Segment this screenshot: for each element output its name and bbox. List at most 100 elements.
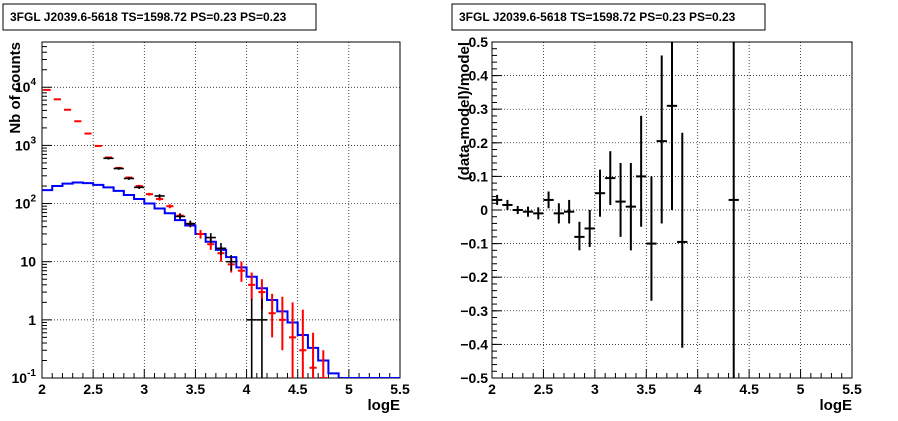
x-tick-label: 5.5 [842,381,862,397]
x-axis-label: logE [368,397,401,414]
plot-area [492,42,739,378]
x-tick-label: 4.5 [739,381,759,397]
residual-point [502,199,513,210]
residual-point [543,191,554,209]
plot-frame [41,41,401,379]
y-tick-label: 103 [15,135,37,153]
y-tick-label: −0.4 [460,336,488,352]
y-tick-label: 0.5 [469,34,489,50]
residual-point [564,199,575,224]
chart-title: 3FGL J2039.6-5618 TS=1598.72 PS=0.23 PS=… [10,10,287,24]
y-tick-label: 10 [20,254,36,270]
model-point-red [166,204,174,209]
y-tick-exponent: 4 [30,77,36,88]
model-point-red [289,302,297,378]
data-point-black [256,298,268,378]
data-point-black [174,213,186,220]
residual-point [636,115,647,227]
residual-point [533,207,544,220]
residual-point [656,55,667,224]
x-tick-label: 3 [591,381,599,397]
data-point-black [246,298,257,378]
model-point-red [63,108,72,111]
y-tick-label: 10-1 [12,368,37,386]
y-tick-label: 0.1 [469,168,489,184]
model-point-red [319,350,327,378]
residual-point [522,206,534,217]
model-point-red [84,132,92,135]
model-point-red [43,88,51,91]
data-point-black [215,242,227,256]
x-tick-label: 2.5 [83,381,103,397]
residual-point [594,169,606,217]
x-tick-label: 4 [694,381,702,397]
x-tick-label: 4.5 [288,381,308,397]
residual-point [625,162,636,251]
y-tick-base: 10 [15,79,31,95]
y-tick-label: −0.1 [460,236,488,252]
data-point-black [154,194,165,198]
x-tick-label: 3.5 [637,381,657,397]
x-tick-label: 4 [243,381,251,397]
x-tick-label: 5 [345,381,353,397]
model-point-red [299,309,307,378]
model-point-red [94,144,102,147]
residual-point [512,205,523,215]
y-tick-label: 0.3 [469,101,489,117]
y-axis-label: (data-model)/model [456,42,473,180]
title-box [2,3,317,31]
y-tick-base: 10 [12,370,28,386]
y-tick-label: −0.2 [460,269,488,285]
model-point-red [145,192,153,196]
x-tick-label: 2.5 [534,381,554,397]
model-point-red [53,98,61,101]
model-point-red [268,293,276,338]
y-axis-label: Nb of counts [7,42,24,134]
x-tick-label: 5.5 [390,381,410,397]
y-tick-label: 0.2 [469,135,489,151]
residual-point [646,176,657,301]
x-tick-label: 3 [140,381,148,397]
data-point-black [113,167,124,170]
residual-point [728,42,739,378]
y-tick-label: −0.3 [460,303,488,319]
data-point-black [134,185,145,189]
counts-panel: 3FGL J2039.6-5618 TS=1598.72 PS=0.23 PS=… [2,3,410,414]
residual-point [677,132,688,348]
model-point-red [196,230,205,239]
residual-point [574,221,585,251]
residual-point [553,203,564,224]
model-point-red [74,120,82,123]
model-histogram-blue [42,181,400,378]
residual-point [615,162,626,237]
y-tick-exponent: 2 [30,194,36,205]
y-tick-base: 10 [15,137,31,153]
y-tick-label: 1 [28,312,36,328]
residual-point [584,210,595,247]
y-tick-label: 0.4 [469,68,489,84]
data-point-black [185,220,196,228]
y-tick-exponent: 3 [30,135,36,146]
residual-point [666,42,678,210]
data-point-black [123,177,135,180]
x-tick-label: 2 [38,381,46,397]
model-point-red [309,332,317,378]
x-tick-label: 5 [797,381,805,397]
y-tick-label: 104 [15,77,37,95]
model-point-red [278,296,286,351]
chart-title: 3FGL J2039.6-5618 TS=1598.72 PS=0.23 PS=… [459,10,736,24]
y-tick-label: 102 [15,194,37,212]
plot-area [42,88,400,378]
title-box [451,3,766,31]
x-axis-label: logE [820,397,853,414]
y-tick-base: 1 [28,312,36,328]
y-tick-base: 10 [20,254,36,270]
data-point-black [103,157,114,160]
data-point-black [226,255,237,271]
model-point-red [248,272,256,300]
model-point-red [237,261,246,282]
residual-point [492,194,503,205]
y-tick-exponent: -1 [27,368,36,379]
y-tick-label: 0 [480,202,488,218]
